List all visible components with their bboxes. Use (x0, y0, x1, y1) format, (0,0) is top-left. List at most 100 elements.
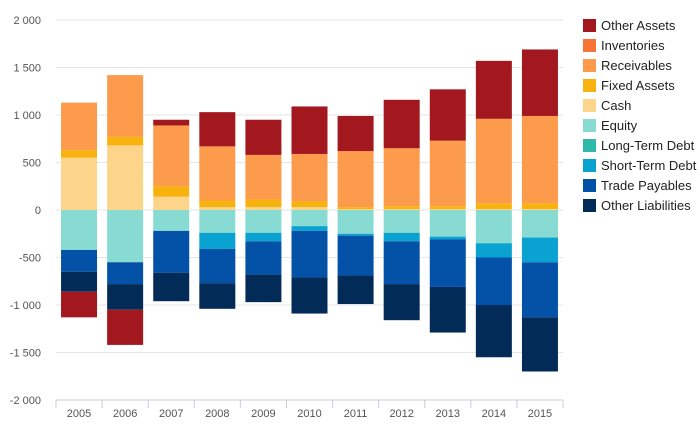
bar-segment-receivables (521, 115, 558, 204)
bar-stack-2007 (153, 119, 190, 302)
bar-segment-other-assets (291, 106, 328, 154)
bar-segment-trade-payables (107, 262, 144, 285)
legend-label: Long-Term Debt (601, 138, 695, 153)
bar-stack-2010 (291, 106, 328, 314)
legend-item-receivables[interactable]: Receivables (583, 58, 672, 73)
bar-segment-equity (521, 210, 558, 238)
bar-segment-fixed-assets (153, 186, 190, 197)
bar-segment-equity (199, 210, 236, 233)
legend-label: Fixed Assets (601, 78, 675, 93)
bar-segment-equity (475, 210, 512, 244)
bar-segment-other-assets (383, 99, 420, 149)
bar-segment-other-liabilities (383, 284, 420, 321)
x-tick-label: 2013 (436, 408, 460, 420)
bar-segment-other-liabilities (245, 274, 282, 303)
x-axis: 2005 2006 2007 2008 2009 2010 2011 2012 2013 2014… (55, 399, 564, 420)
bar-segment-cash (383, 209, 420, 210)
bar-segment-fixed-assets (521, 203, 558, 210)
y-tick-label: 0 (35, 205, 41, 217)
bar-segment-equity (245, 210, 282, 233)
bar-stack-2012 (383, 99, 420, 321)
legend-item-cash[interactable]: Cash (583, 98, 631, 113)
bar-segment-other-liabilities (429, 286, 466, 333)
bar-segment-cash (429, 209, 466, 210)
bar-segment-fixed-assets (383, 206, 420, 210)
y-tick-label: -500 (19, 253, 41, 265)
bar-segment-other-liabilities (521, 317, 558, 372)
bar-segment-equity (153, 210, 190, 231)
legend-item-other-liabilities[interactable]: Other Liabilities (583, 198, 691, 213)
y-tick-label: -2 000 (10, 395, 41, 407)
bar-segment-fixed-assets (245, 199, 282, 208)
bar-segment-fixed-assets (291, 201, 328, 208)
legend-label: Other Assets (601, 18, 676, 33)
bar-segment-other-liabilities (475, 305, 512, 358)
bar-segment-cash (291, 207, 328, 210)
bar-segment-other-assets (199, 112, 236, 147)
bar-stack-2005 (61, 102, 98, 318)
legend-item-other-assets[interactable]: Other Assets (583, 18, 676, 33)
legend-swatch (583, 19, 596, 32)
bar-segment-cash (107, 145, 144, 210)
legend-item-inventories[interactable]: Inventories (583, 38, 665, 53)
bar-segment-cash (337, 209, 374, 210)
bar-stack-2008 (199, 112, 236, 309)
bar-segment-trade-payables (337, 235, 374, 276)
legend-swatch (583, 119, 596, 132)
x-tick-label: 2011 (344, 408, 368, 420)
bar-stack-2013 (429, 89, 466, 333)
bar-stack-2015 (521, 49, 558, 372)
bar-segment-short-term-debt (291, 226, 328, 231)
bar-segment-equity (383, 210, 420, 233)
legend-label: Short-Term Debt (601, 158, 697, 173)
legend-label: Inventories (601, 38, 665, 53)
bar-segment-trade-payables (521, 262, 558, 318)
bar-segment-receivables (429, 140, 466, 207)
bar-segment-short-term-debt (199, 232, 236, 249)
bar-segment-receivables (383, 148, 420, 207)
bar-segment-cash (245, 207, 282, 210)
x-tick-label: 2008 (205, 408, 229, 420)
y-axis: -2 000 -1 500 -1 000 -500 0 500 1 000 1 500 2 00… (10, 15, 41, 407)
x-tick-label: 2014 (482, 408, 506, 420)
legend-item-short-term-debt[interactable]: Short-Term Debt (583, 158, 697, 173)
legend-item-fixed-assets[interactable]: Fixed Assets (583, 78, 675, 93)
legend-item-long-term-debt[interactable]: Long-Term Debt (583, 138, 695, 153)
bar-segment-other-liabilities (153, 272, 190, 302)
bars (61, 49, 558, 372)
bar-segment-receivables (337, 151, 374, 208)
legend-item-equity[interactable]: Equity (583, 118, 638, 133)
y-tick-label: 1 500 (13, 63, 41, 75)
bar-segment-other-assets (429, 89, 466, 141)
bar-stack-2006 (107, 75, 144, 345)
legend-label: Receivables (601, 58, 672, 73)
legend-swatch (583, 179, 596, 192)
bar-segment-short-term-debt (383, 232, 420, 242)
bar-segment-trade-payables (291, 230, 328, 278)
bar-segment-receivables (61, 102, 98, 151)
bar-segment-short-term-debt (521, 237, 558, 263)
x-tick-label: 2007 (159, 408, 183, 420)
bar-segment-other-assets (521, 49, 558, 116)
bar-segment-fixed-assets (475, 203, 512, 210)
bar-segment-other-assets (337, 115, 374, 152)
bar-segment-receivables (291, 153, 328, 202)
bar-segment-trade-payables (61, 249, 98, 272)
bar-segment-other-liabilities (61, 271, 98, 292)
bar-segment-other-assets (245, 119, 282, 155)
bar-segment-cash (153, 196, 190, 210)
x-tick-label: 2005 (67, 408, 91, 420)
bar-segment-other-assets (475, 60, 512, 119)
legend-item-trade-payables[interactable]: Trade Payables (583, 178, 692, 193)
bar-segment-fixed-assets (199, 200, 236, 208)
bar-segment-trade-payables (245, 241, 282, 275)
legend-label: Other Liabilities (601, 198, 691, 213)
legend-swatch (583, 139, 596, 152)
bar-segment-fixed-assets (337, 207, 374, 210)
legend-label: Trade Payables (601, 178, 692, 193)
bar-segment-receivables (107, 75, 144, 137)
bar-segment-other-liabilities (199, 283, 236, 309)
bar-segment-trade-payables (153, 230, 190, 273)
legend: Other Assets Inventories Receivables Fixed … (583, 18, 697, 213)
